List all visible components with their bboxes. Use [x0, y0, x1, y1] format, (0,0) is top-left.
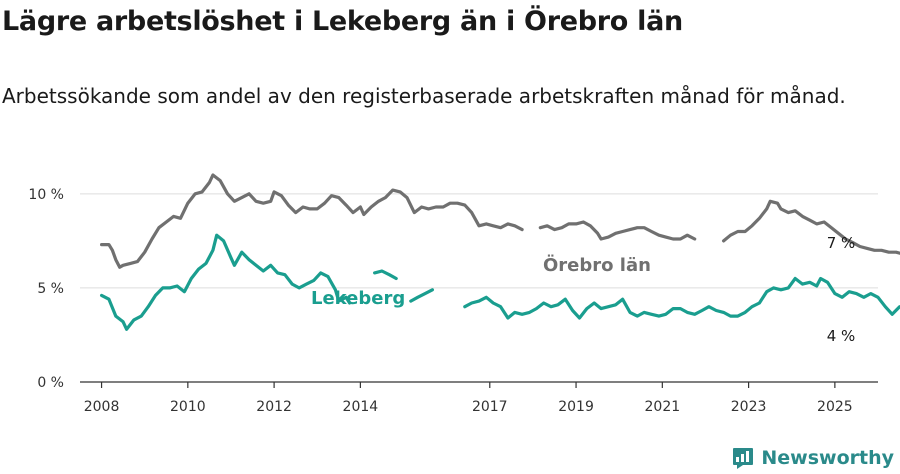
- end-label-orebro-lan: 7 %: [827, 234, 856, 252]
- series-lines: [100, 173, 900, 331]
- series-line-lekeberg: [100, 233, 352, 331]
- brand-footer: Newsworthy: [731, 443, 894, 473]
- x-tick-label: 2023: [731, 399, 767, 415]
- series-labels: Örebro län Lekeberg 7 % 4 %: [311, 234, 855, 345]
- x-axis: 2008 2010 2012 2014 2017 2019 2021 2023 2025: [80, 381, 878, 415]
- y-tick-label: 5 %: [37, 281, 64, 297]
- y-tick-label: 0 %: [37, 375, 64, 391]
- series-line-lekeberg: [409, 288, 434, 303]
- x-tick-label: 2008: [84, 399, 120, 415]
- brand-name: Newsworthy: [761, 447, 894, 469]
- series-line-orebro-lan: [722, 199, 900, 255]
- x-tick-label: 2025: [817, 399, 853, 415]
- grid-lines: [80, 193, 878, 289]
- chart-subtitle: Arbetssökande som andel av den registerb…: [2, 84, 846, 108]
- end-label-lekeberg: 4 %: [827, 327, 856, 345]
- x-tick-label: 2019: [558, 399, 594, 415]
- x-tick-label: 2010: [170, 399, 206, 415]
- series-line-lekeberg: [373, 269, 398, 281]
- series-line-orebro-lan: [538, 220, 697, 241]
- series-line-orebro-lan: [100, 173, 524, 269]
- y-tick-label: 10 %: [28, 187, 64, 203]
- x-tick-label: 2012: [256, 399, 292, 415]
- x-tick-label: 2014: [343, 399, 379, 415]
- y-axis: 0 % 5 % 10 %: [28, 187, 64, 391]
- chart-title: Lägre arbetslöshet i Lekeberg än i Örebr…: [2, 6, 683, 37]
- x-tick-label: 2017: [472, 399, 508, 415]
- series-label-orebro-lan: Örebro län: [543, 254, 651, 276]
- series-label-lekeberg: Lekeberg: [311, 288, 405, 309]
- series-line-lekeberg: [463, 276, 900, 320]
- newsworthy-logo-icon: [733, 448, 754, 469]
- x-tick-label: 2021: [645, 399, 681, 415]
